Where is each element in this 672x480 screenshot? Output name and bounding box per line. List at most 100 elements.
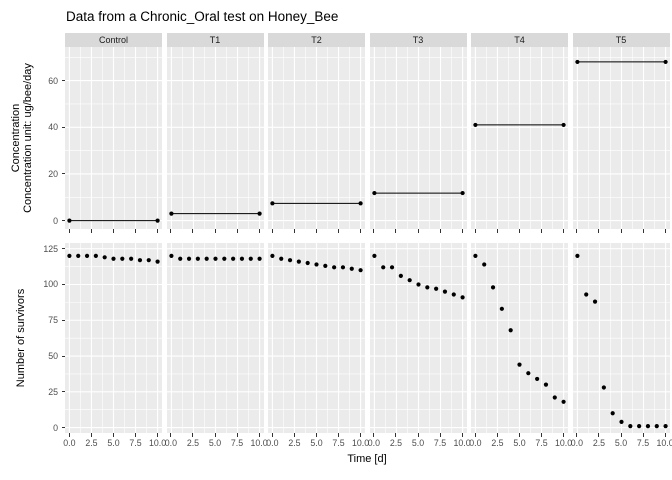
data-point (574, 59, 580, 65)
x-tick-label: 10.0 (453, 438, 471, 448)
data-point (490, 285, 496, 290)
survivors-panel (268, 243, 365, 433)
data-point (270, 201, 275, 206)
data-point (84, 253, 90, 258)
y-axis-tick (61, 80, 65, 82)
x-axis-tick (474, 433, 476, 437)
x-axis-tick (316, 229, 317, 233)
x-axis-tick (461, 433, 463, 437)
survivors-panel-Control (65, 243, 162, 433)
concentration-panel (572, 47, 670, 229)
data-point (552, 395, 557, 400)
x-axis-tick (519, 229, 520, 233)
data-point (371, 253, 377, 258)
data-point (186, 256, 191, 261)
y-axis-title-survivors: Number of survivors (15, 288, 27, 388)
x-axis-tick (620, 433, 622, 437)
x-axis-tick (417, 229, 419, 233)
data-point (499, 306, 504, 311)
data-point (618, 419, 624, 424)
concentration-panel (369, 47, 467, 229)
data-point (195, 256, 200, 261)
data-point (102, 255, 107, 260)
x-axis-tick (598, 433, 600, 437)
data-point (627, 424, 632, 429)
facet-strip-label: T5 (615, 35, 627, 45)
y-axis-tick (61, 391, 65, 393)
facet-strip-label: Control (98, 35, 128, 45)
x-axis-tick (192, 433, 194, 437)
x-tick-label: 10.0 (149, 438, 167, 448)
data-point (517, 362, 522, 367)
x-axis-tick (338, 229, 340, 233)
survivors-panel-T3 (369, 243, 467, 433)
data-point (279, 256, 284, 261)
x-axis-tick (395, 229, 397, 233)
data-point (239, 256, 244, 261)
x-tick-label: 2.5 (85, 438, 98, 448)
x-axis-tick (541, 433, 543, 437)
data-point (270, 253, 275, 258)
x-tick-label: 10.0 (352, 438, 370, 448)
data-point (287, 258, 293, 263)
y-tick-label: 20 (48, 168, 58, 179)
data-point (459, 295, 465, 300)
concentration-panel-T4 (471, 47, 568, 229)
data-point (111, 256, 116, 261)
x-tick-label: 10.0 (250, 438, 268, 448)
y-axis-tick (61, 283, 65, 285)
x-tick-label: 2.5 (389, 438, 403, 448)
x-axis-tick (293, 433, 295, 437)
x-tick-label: 0.0 (469, 438, 482, 448)
facet-strip: T1 (166, 33, 264, 47)
x-tick-label: 7.5 (230, 438, 244, 448)
survivors-panel (471, 243, 568, 433)
x-tick-label: 5.0 (614, 438, 628, 448)
data-point (221, 256, 226, 261)
x-axis-tick (236, 433, 238, 437)
data-point (323, 263, 328, 268)
facet-strip-label: T2 (311, 35, 322, 45)
data-point (256, 211, 262, 216)
x-axis-tick (563, 433, 565, 437)
concentration-panel-T1 (166, 47, 264, 229)
data-point (67, 218, 72, 223)
data-point (561, 399, 566, 404)
data-point (561, 122, 566, 128)
y-tick-label: 0 (53, 215, 58, 226)
y-tick-label: 40 (48, 122, 58, 133)
concentration-panel-T3 (369, 47, 467, 229)
x-axis-tick (214, 433, 216, 437)
x-tick-label: 7.5 (535, 438, 548, 448)
data-point (204, 256, 209, 261)
x-axis-tick (170, 433, 172, 437)
x-axis-tick (474, 229, 476, 233)
x-axis-tick (360, 433, 362, 437)
y-tick-label: 50 (48, 351, 58, 362)
x-axis-tick (192, 229, 194, 233)
concentration-panel-T2 (268, 47, 365, 229)
y-axis-tick (61, 173, 65, 175)
survivors-panel-T4 (471, 243, 568, 433)
x-tick-label: 2.5 (491, 438, 504, 448)
data-point (601, 385, 606, 390)
data-point (155, 259, 160, 264)
x-axis-tick (258, 229, 260, 233)
data-point (349, 266, 354, 271)
data-point (76, 253, 81, 258)
y-axis-title-concentration-line1: Concentration (10, 103, 22, 173)
data-point (230, 256, 235, 261)
x-tick-label: 2.5 (592, 438, 606, 448)
x-tick-label: 0.0 (63, 438, 76, 448)
facet-strip: T4 (471, 33, 568, 47)
x-tick-label: 10.0 (555, 438, 573, 448)
x-axis-tick (439, 229, 441, 233)
data-point (508, 328, 513, 333)
x-axis-tick (293, 229, 295, 233)
x-axis-tick (664, 229, 666, 233)
data-point (662, 59, 668, 65)
data-point (526, 371, 531, 376)
data-point (177, 256, 182, 261)
x-tick-label: 5.0 (208, 438, 222, 448)
survivors-panel-T2 (268, 243, 365, 433)
